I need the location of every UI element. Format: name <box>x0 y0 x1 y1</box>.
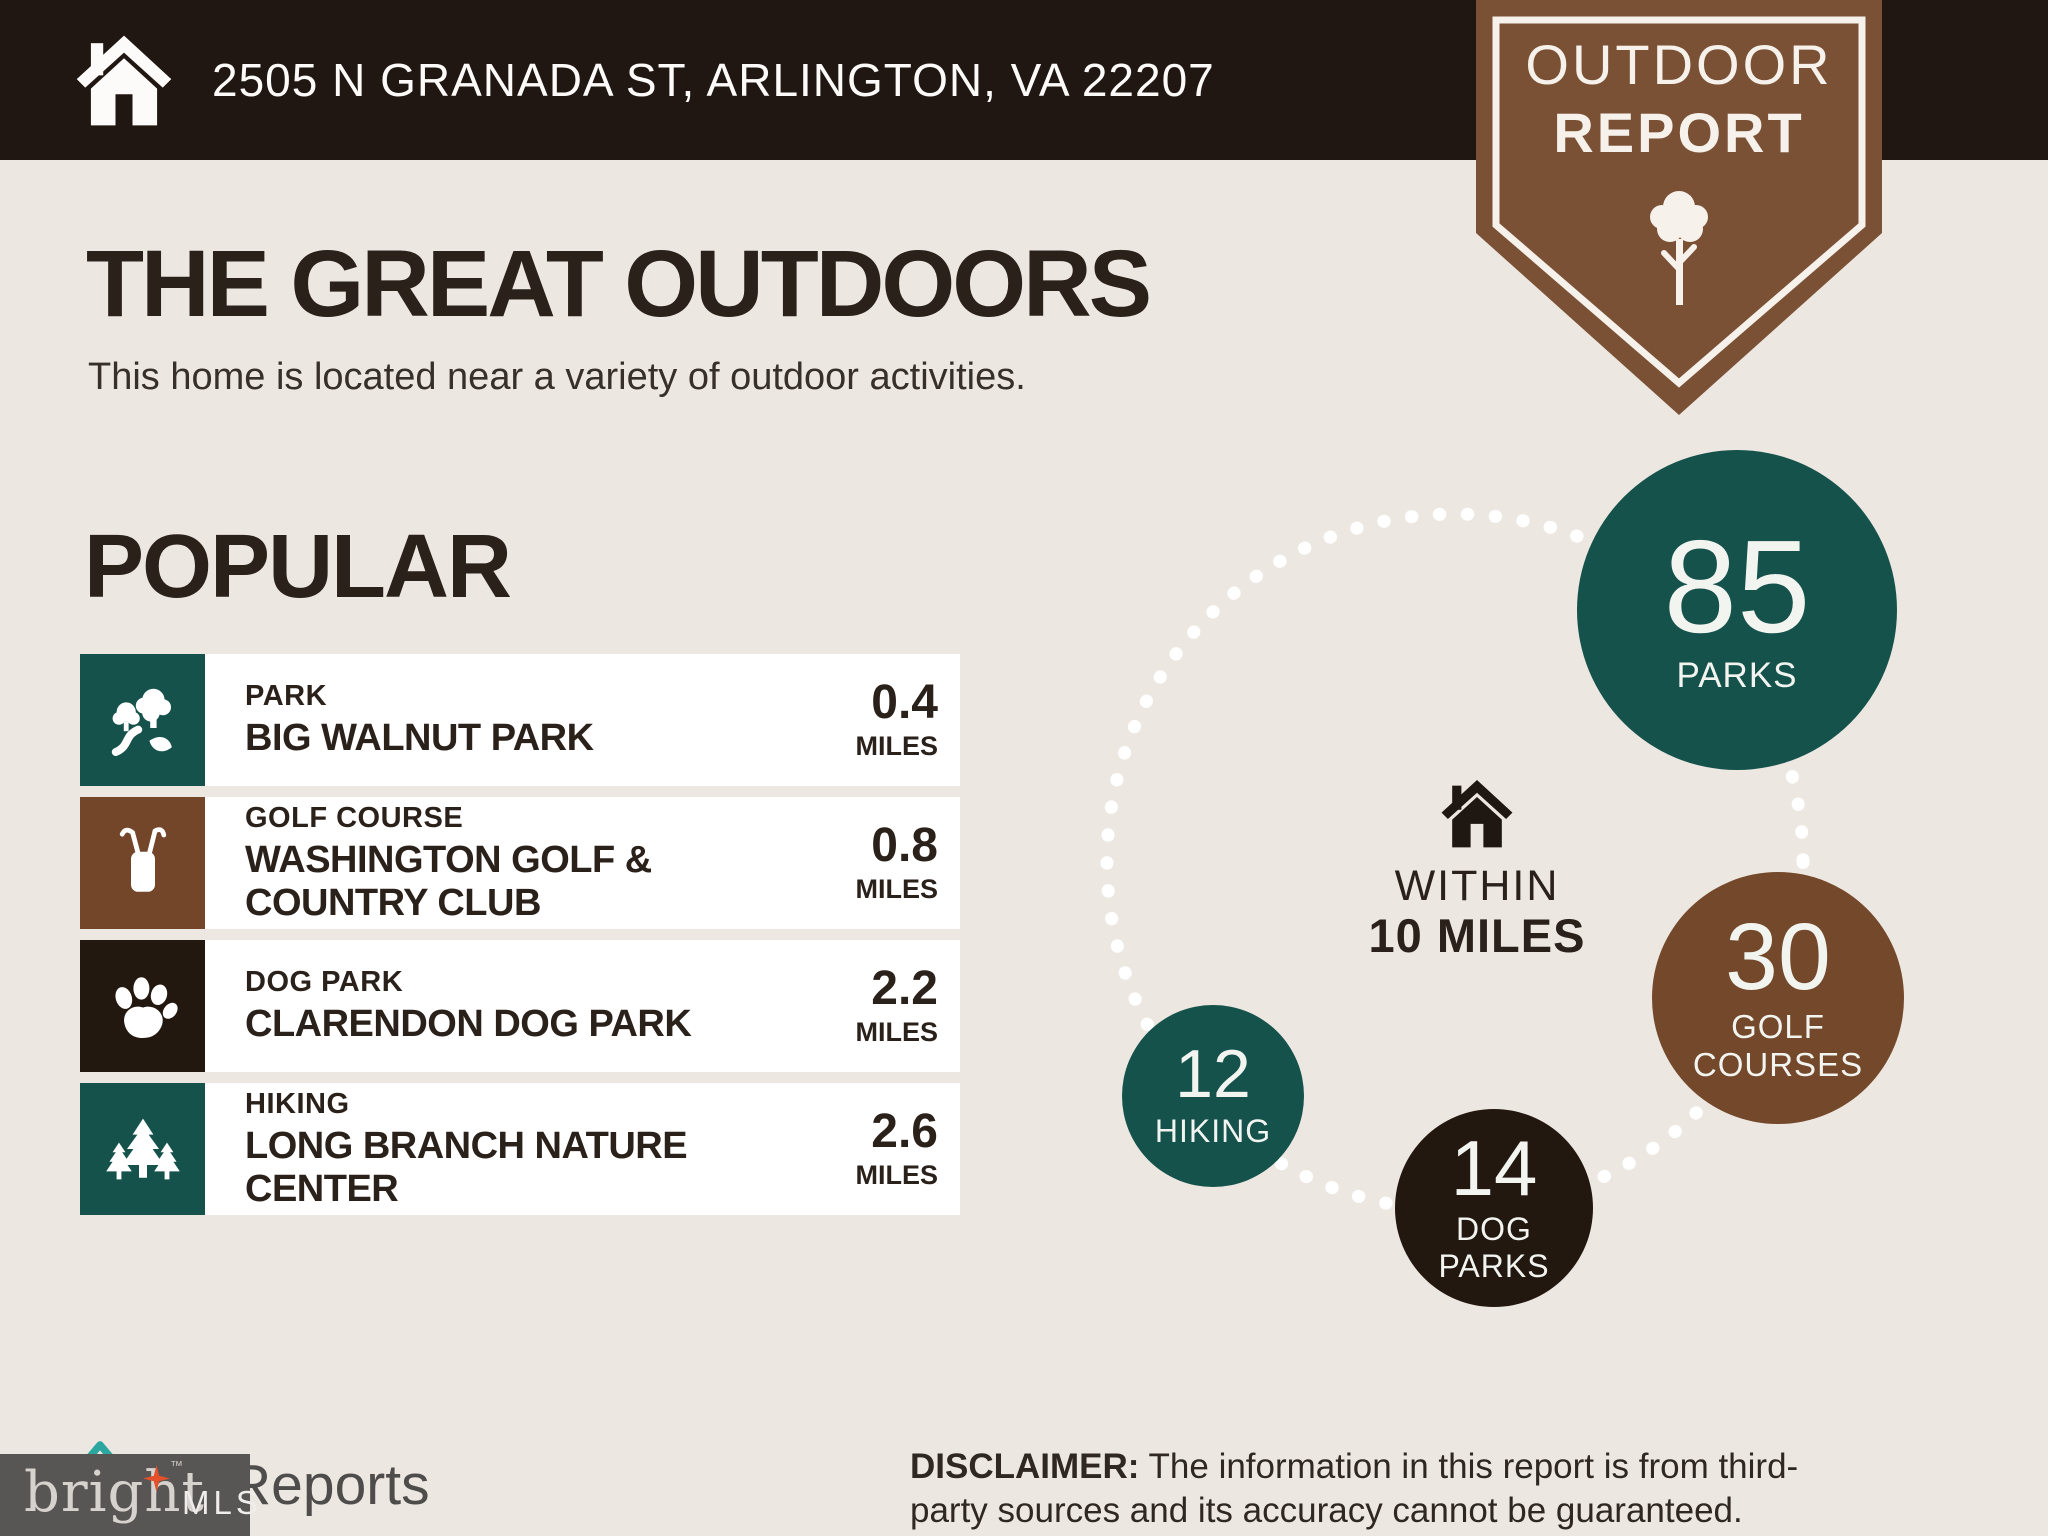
hiking-count-bubble: 12 HIKING <box>1122 1005 1304 1187</box>
place-name: WASHINGTON GOLF & COUNTRY CLUB <box>245 838 652 924</box>
place-category: PARK <box>245 680 328 713</box>
place-distance: 2.6 <box>871 1104 938 1158</box>
badge-title-line2: REPORT <box>1553 101 1805 164</box>
disclaimer-label: DISCLAIMER: <box>910 1447 1140 1486</box>
popular-list: PARK BIG WALNUT PARK 0.4 MILES GOLF CO <box>80 654 960 1215</box>
golf-icon-tile <box>80 797 205 929</box>
parks-count-bubble: 85 PARKS <box>1577 450 1897 770</box>
hiking-count: 12 <box>1175 1036 1251 1113</box>
place-category: HIKING <box>245 1087 350 1120</box>
disclaimer-text: The information in this report is from t… <box>910 1447 1799 1530</box>
place-distance-unit: MILES <box>855 873 938 904</box>
page-subtitle: This home is located near a variety of o… <box>88 356 1026 398</box>
park-icon-tile <box>80 654 205 786</box>
place-category: GOLF COURSE <box>245 801 464 834</box>
badge-title-line1: OUTDOOR <box>1525 33 1833 96</box>
outdoor-report-badge: OUTDOOR REPORT <box>1476 0 1882 457</box>
hiking-label: HIKING <box>1154 1112 1272 1149</box>
place-row-dog-park: DOG PARK CLARENDON DOG PARK 2.2 MILES <box>80 940 960 1072</box>
bright-star-icon <box>143 1465 170 1492</box>
bright-wordmark: bright <box>24 1460 205 1525</box>
dog-parks-count: 14 <box>1450 1124 1538 1213</box>
within-label: WITHIN <box>1394 862 1560 910</box>
golf-bag-icon <box>119 827 166 892</box>
paw-icon <box>114 977 178 1038</box>
place-category: DOG PARK <box>245 966 404 999</box>
disclaimer: DISCLAIMER: The information in this repo… <box>910 1445 1860 1533</box>
subject-home-icon <box>1441 779 1513 848</box>
parks-count: 85 <box>1663 513 1811 661</box>
page-title: THE GREAT OUTDOORS <box>86 231 1152 337</box>
place-name: BIG WALNUT PARK <box>245 717 594 760</box>
place-distance-unit: MILES <box>855 1016 938 1047</box>
place-distance-unit: MILES <box>855 1159 938 1190</box>
place-distance: 0.8 <box>871 818 938 872</box>
hiking-icon-tile <box>80 1083 205 1215</box>
bright-mls-watermark: bright ™ MLS <box>0 1454 258 1536</box>
place-row-park: PARK BIG WALNUT PARK 0.4 MILES <box>80 654 960 786</box>
reports-logo-text: Reports <box>230 1453 430 1517</box>
place-name: LONG BRANCH NATURE CENTER <box>245 1124 688 1210</box>
dog-parks-count-bubble: 14 DOG PARKS <box>1395 1109 1593 1307</box>
trademark-symbol: ™ <box>170 1458 183 1473</box>
dog-parks-label: DOG PARKS <box>1438 1211 1550 1285</box>
popular-heading: POPULAR <box>84 517 512 617</box>
home-icon <box>76 35 172 126</box>
place-distance: 2.2 <box>871 961 938 1015</box>
golf-count-bubble: 30 GOLF COURSES <box>1652 872 1904 1124</box>
golf-count: 30 <box>1725 903 1831 1010</box>
place-row-hiking: HIKING LONG BRANCH NATURE CENTER 2.6 MIL… <box>80 1083 960 1215</box>
property-address: 2505 N GRANADA ST, ARLINGTON, VA 22207 <box>212 54 1215 106</box>
place-distance: 0.4 <box>871 675 938 729</box>
parks-label: PARKS <box>1676 655 1798 695</box>
golf-label: GOLF COURSES <box>1692 1008 1864 1084</box>
place-name: CLARENDON DOG PARK <box>245 1003 692 1046</box>
tree-icon <box>1650 191 1708 305</box>
place-distance-unit: MILES <box>855 730 938 761</box>
pine-trees-icon <box>105 1118 180 1180</box>
dotted-radius-ring <box>1100 507 1810 1217</box>
mls-wordmark: MLS <box>182 1484 262 1521</box>
dog-park-icon-tile <box>80 940 205 1072</box>
place-row-golf: GOLF COURSE WASHINGTON GOLF & COUNTRY CL… <box>80 797 960 929</box>
park-trees-icon <box>111 688 172 756</box>
within-miles-label: 10 MILES <box>1368 909 1586 962</box>
